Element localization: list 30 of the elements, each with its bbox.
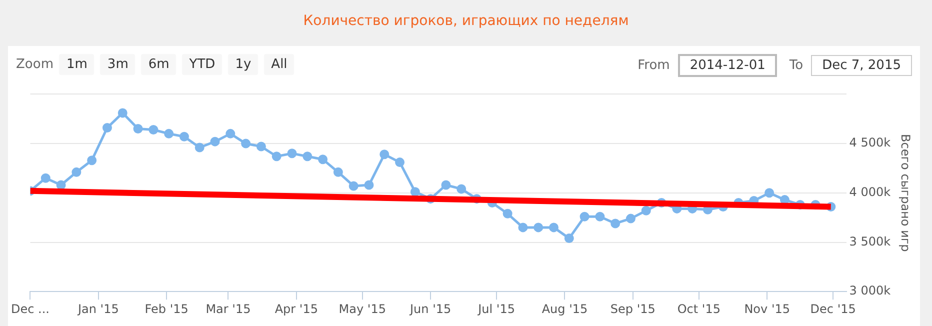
text: From <box>638 58 670 73</box>
x-tick-label: Nov '15 <box>744 302 790 316</box>
text: 1y <box>228 54 258 75</box>
text: Dec 7, 2015 <box>811 55 912 76</box>
x-tick-label: Jun '15 <box>409 302 452 316</box>
x-tick-label: Dec '15 <box>810 302 856 316</box>
x-tick-label: Oct '15 <box>677 302 720 316</box>
x-tick-label: Jan '15 <box>76 302 119 316</box>
text: To <box>789 58 804 73</box>
x-tick-label: Feb '15 <box>144 302 188 316</box>
chart-title: Количество игроков, играющих по неделям <box>302 12 630 31</box>
x-tick-label: Mar '15 <box>206 302 251 316</box>
text: 2014-12-01 <box>678 54 778 77</box>
x-tick-label: Aug '15 <box>542 302 588 316</box>
text: Zoom <box>16 57 54 72</box>
text: 1m <box>59 54 94 75</box>
y-tick-label: 4 500k <box>849 136 891 150</box>
y-tick-label: 3 000k <box>849 284 891 298</box>
y-tick-label: 3 500k <box>849 234 891 248</box>
text: 3m <box>100 54 136 75</box>
y-axis-title: Всего сыграно игр <box>898 134 913 252</box>
x-tick-label: Jul '15 <box>477 302 515 316</box>
y-tick-label: 4 000k <box>849 185 891 200</box>
x-tick-label: Dec ... <box>10 302 50 316</box>
text: 6m <box>141 54 176 75</box>
x-tick-label: Apr '15 <box>274 302 318 316</box>
text: YTD <box>182 54 222 75</box>
x-tick-label: Sep '15 <box>610 302 656 316</box>
text: All <box>264 54 294 75</box>
x-tick-label: May '15 <box>338 302 386 316</box>
